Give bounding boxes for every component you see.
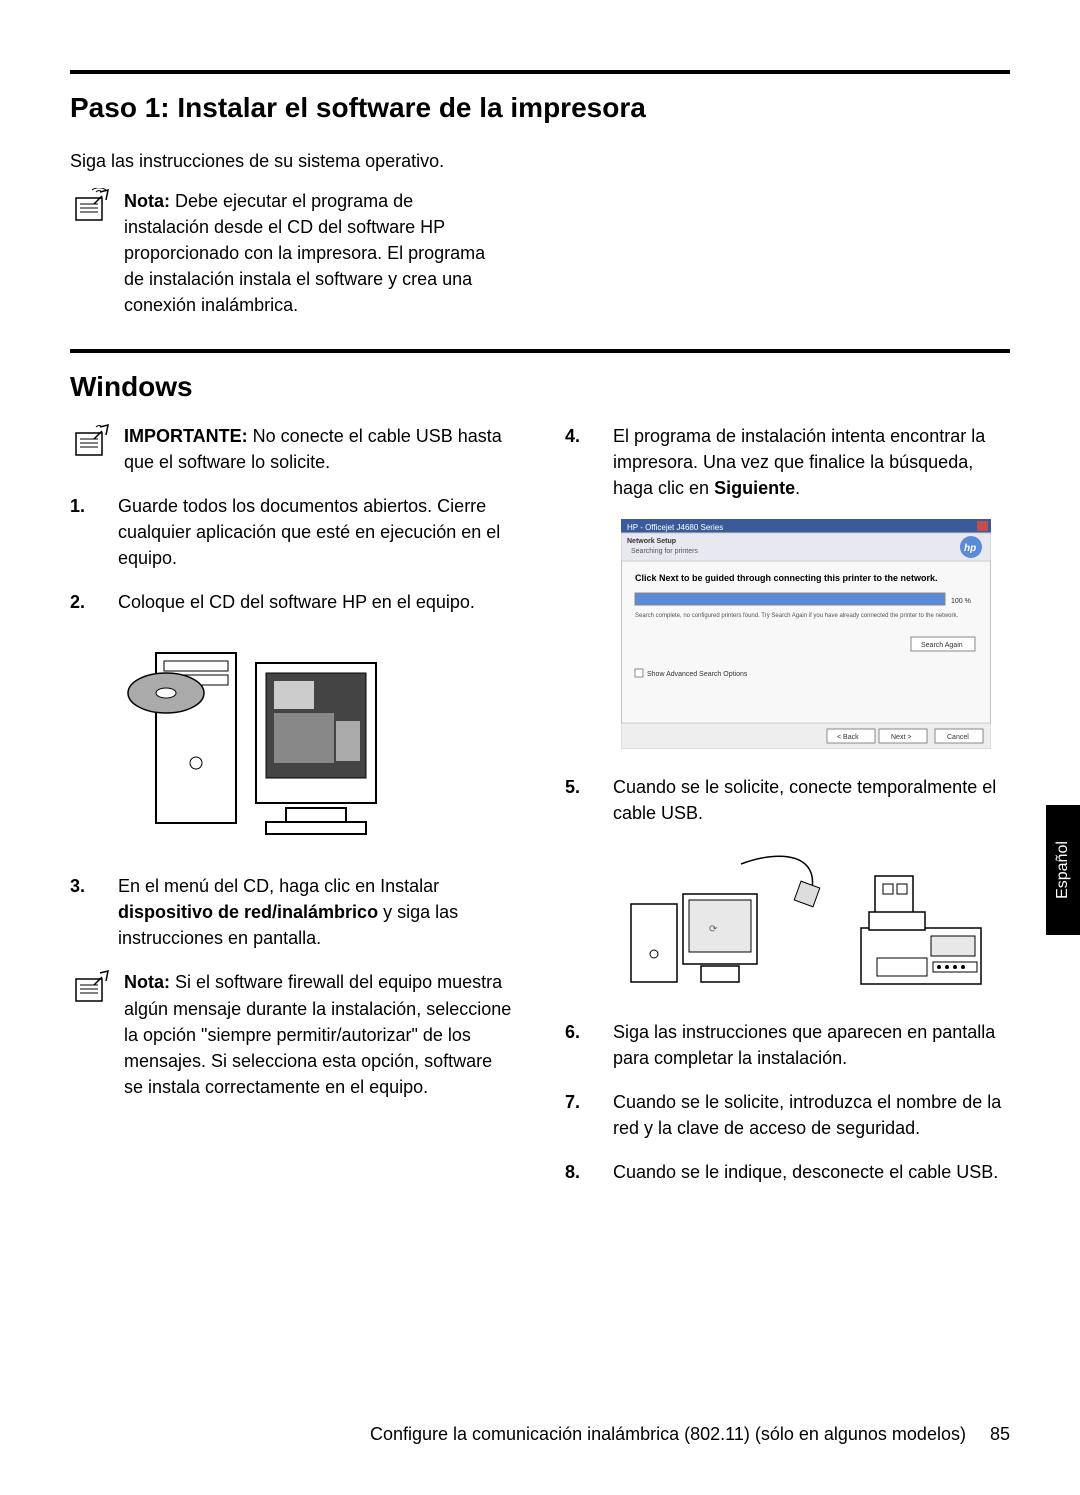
- note-block-2: Nota: Si el software firewall del equipo…: [70, 969, 515, 1099]
- step-num-5: 5.: [565, 774, 587, 826]
- left-column: IMPORTANTE: No conecte el cable USB hast…: [70, 423, 515, 1204]
- step-num-8: 8.: [565, 1159, 587, 1185]
- rule-top: [70, 70, 1010, 74]
- page-number: 85: [990, 1424, 1010, 1445]
- step-6: 6. Siga las instrucciones que aparecen e…: [565, 1019, 1010, 1071]
- step-num-6: 6.: [565, 1019, 587, 1071]
- note-icon: [70, 423, 114, 459]
- step-num-7: 7.: [565, 1089, 587, 1141]
- step-6-text: Siga las instrucciones que aparecen en p…: [613, 1019, 1010, 1071]
- note2-body: Si el software firewall del equipo muest…: [124, 972, 511, 1096]
- important-label: IMPORTANTE:: [124, 426, 248, 446]
- svg-text:hp: hp: [964, 543, 976, 554]
- dialog-title: HP - Officejet J4680 Series: [627, 523, 723, 532]
- right-column: 4. El programa de instalación intenta en…: [565, 423, 1010, 1204]
- dialog-tab2: Searching for printers: [631, 548, 698, 555]
- step-num-4: 4.: [565, 423, 587, 501]
- rule-mid: [70, 349, 1010, 353]
- intro-text: Siga las instrucciones de su sistema ope…: [70, 148, 490, 174]
- svg-text:⟳: ⟳: [709, 924, 718, 935]
- step-1: 1. Guarde todos los documentos abiertos.…: [70, 493, 515, 571]
- note-icon: [70, 969, 114, 1005]
- svg-text:Cancel: Cancel: [947, 734, 969, 741]
- step4-bold: Siguiente: [714, 478, 795, 498]
- step3-pre: En el menú del CD, haga clic en Instalar: [118, 876, 439, 896]
- svg-text:< Back: < Back: [837, 734, 859, 741]
- important-text: IMPORTANTE: No conecte el cable USB hast…: [124, 423, 515, 475]
- step-7: 7. Cuando se le solicite, introduzca el …: [565, 1089, 1010, 1141]
- step4-post: .: [795, 478, 800, 498]
- step-4-text: El programa de instalación intenta encon…: [613, 423, 1010, 501]
- note1-label: Nota:: [124, 191, 170, 211]
- dialog-screenshot: HP - Officejet J4680 Series Network Setu…: [621, 519, 1010, 754]
- page-container: Paso 1: Instalar el software de la impre…: [0, 0, 1080, 1495]
- step-3: 3. En el menú del CD, haga clic en Insta…: [70, 873, 515, 951]
- step-2: 2. Coloque el CD del software HP en el e…: [70, 589, 515, 615]
- dialog-checkbox: Show Advanced Search Options: [647, 671, 748, 678]
- page-footer: Configure la comunicación inalámbrica (8…: [70, 1424, 1010, 1445]
- note-icon: [70, 188, 114, 224]
- step-5-text: Cuando se le solicite, conecte temporalm…: [613, 774, 1010, 826]
- dialog-pct: 100 %: [951, 598, 971, 605]
- computer-cd-illustration: [126, 633, 515, 853]
- step-8: 8. Cuando se le indique, desconecte el c…: [565, 1159, 1010, 1185]
- language-tab-label: Español: [1054, 841, 1072, 899]
- step-3-text: En el menú del CD, haga clic en Instalar…: [118, 873, 515, 951]
- intro-block: Siga las instrucciones de su sistema ope…: [70, 148, 490, 319]
- step-8-text: Cuando se le indique, desconecte el cabl…: [613, 1159, 1010, 1185]
- two-column-layout: IMPORTANTE: No conecte el cable USB hast…: [70, 423, 1010, 1204]
- dialog-search-btn: Search Again: [921, 642, 963, 649]
- step-4: 4. El programa de instalación intenta en…: [565, 423, 1010, 501]
- step3-bold: dispositivo de red/inalámbrico: [118, 902, 378, 922]
- step-num-2: 2.: [70, 589, 92, 615]
- dialog-headline: Click Next to be guided through connecti…: [635, 573, 938, 583]
- svg-text:Next >: Next >: [891, 734, 911, 741]
- step-num-1: 1.: [70, 493, 92, 571]
- step-1-text: Guarde todos los documentos abiertos. Ci…: [118, 493, 515, 571]
- language-tab: Español: [1046, 805, 1080, 935]
- important-block: IMPORTANTE: No conecte el cable USB hast…: [70, 423, 515, 475]
- usb-connection-illustration: ⟳: [621, 844, 1010, 999]
- dialog-subtext: Search complete, no configured printers …: [635, 613, 959, 619]
- step-num-3: 3.: [70, 873, 92, 951]
- note-block-1: Nota: Debe ejecutar el programa de insta…: [70, 188, 490, 318]
- note2-text: Nota: Si el software firewall del equipo…: [124, 969, 515, 1099]
- dialog-tab1: Network Setup: [627, 538, 676, 545]
- footer-text: Configure la comunicación inalámbrica (8…: [370, 1424, 966, 1445]
- note2-label: Nota:: [124, 972, 170, 992]
- section1-title: Paso 1: Instalar el software de la impre…: [70, 92, 1010, 124]
- step-2-text: Coloque el CD del software HP en el equi…: [118, 589, 515, 615]
- step-7-text: Cuando se le solicite, introduzca el nom…: [613, 1089, 1010, 1141]
- section2-title: Windows: [70, 371, 1010, 403]
- step-5: 5. Cuando se le solicite, conecte tempor…: [565, 774, 1010, 826]
- note1-body: Debe ejecutar el programa de instalación…: [124, 191, 485, 315]
- note1-text: Nota: Debe ejecutar el programa de insta…: [124, 188, 490, 318]
